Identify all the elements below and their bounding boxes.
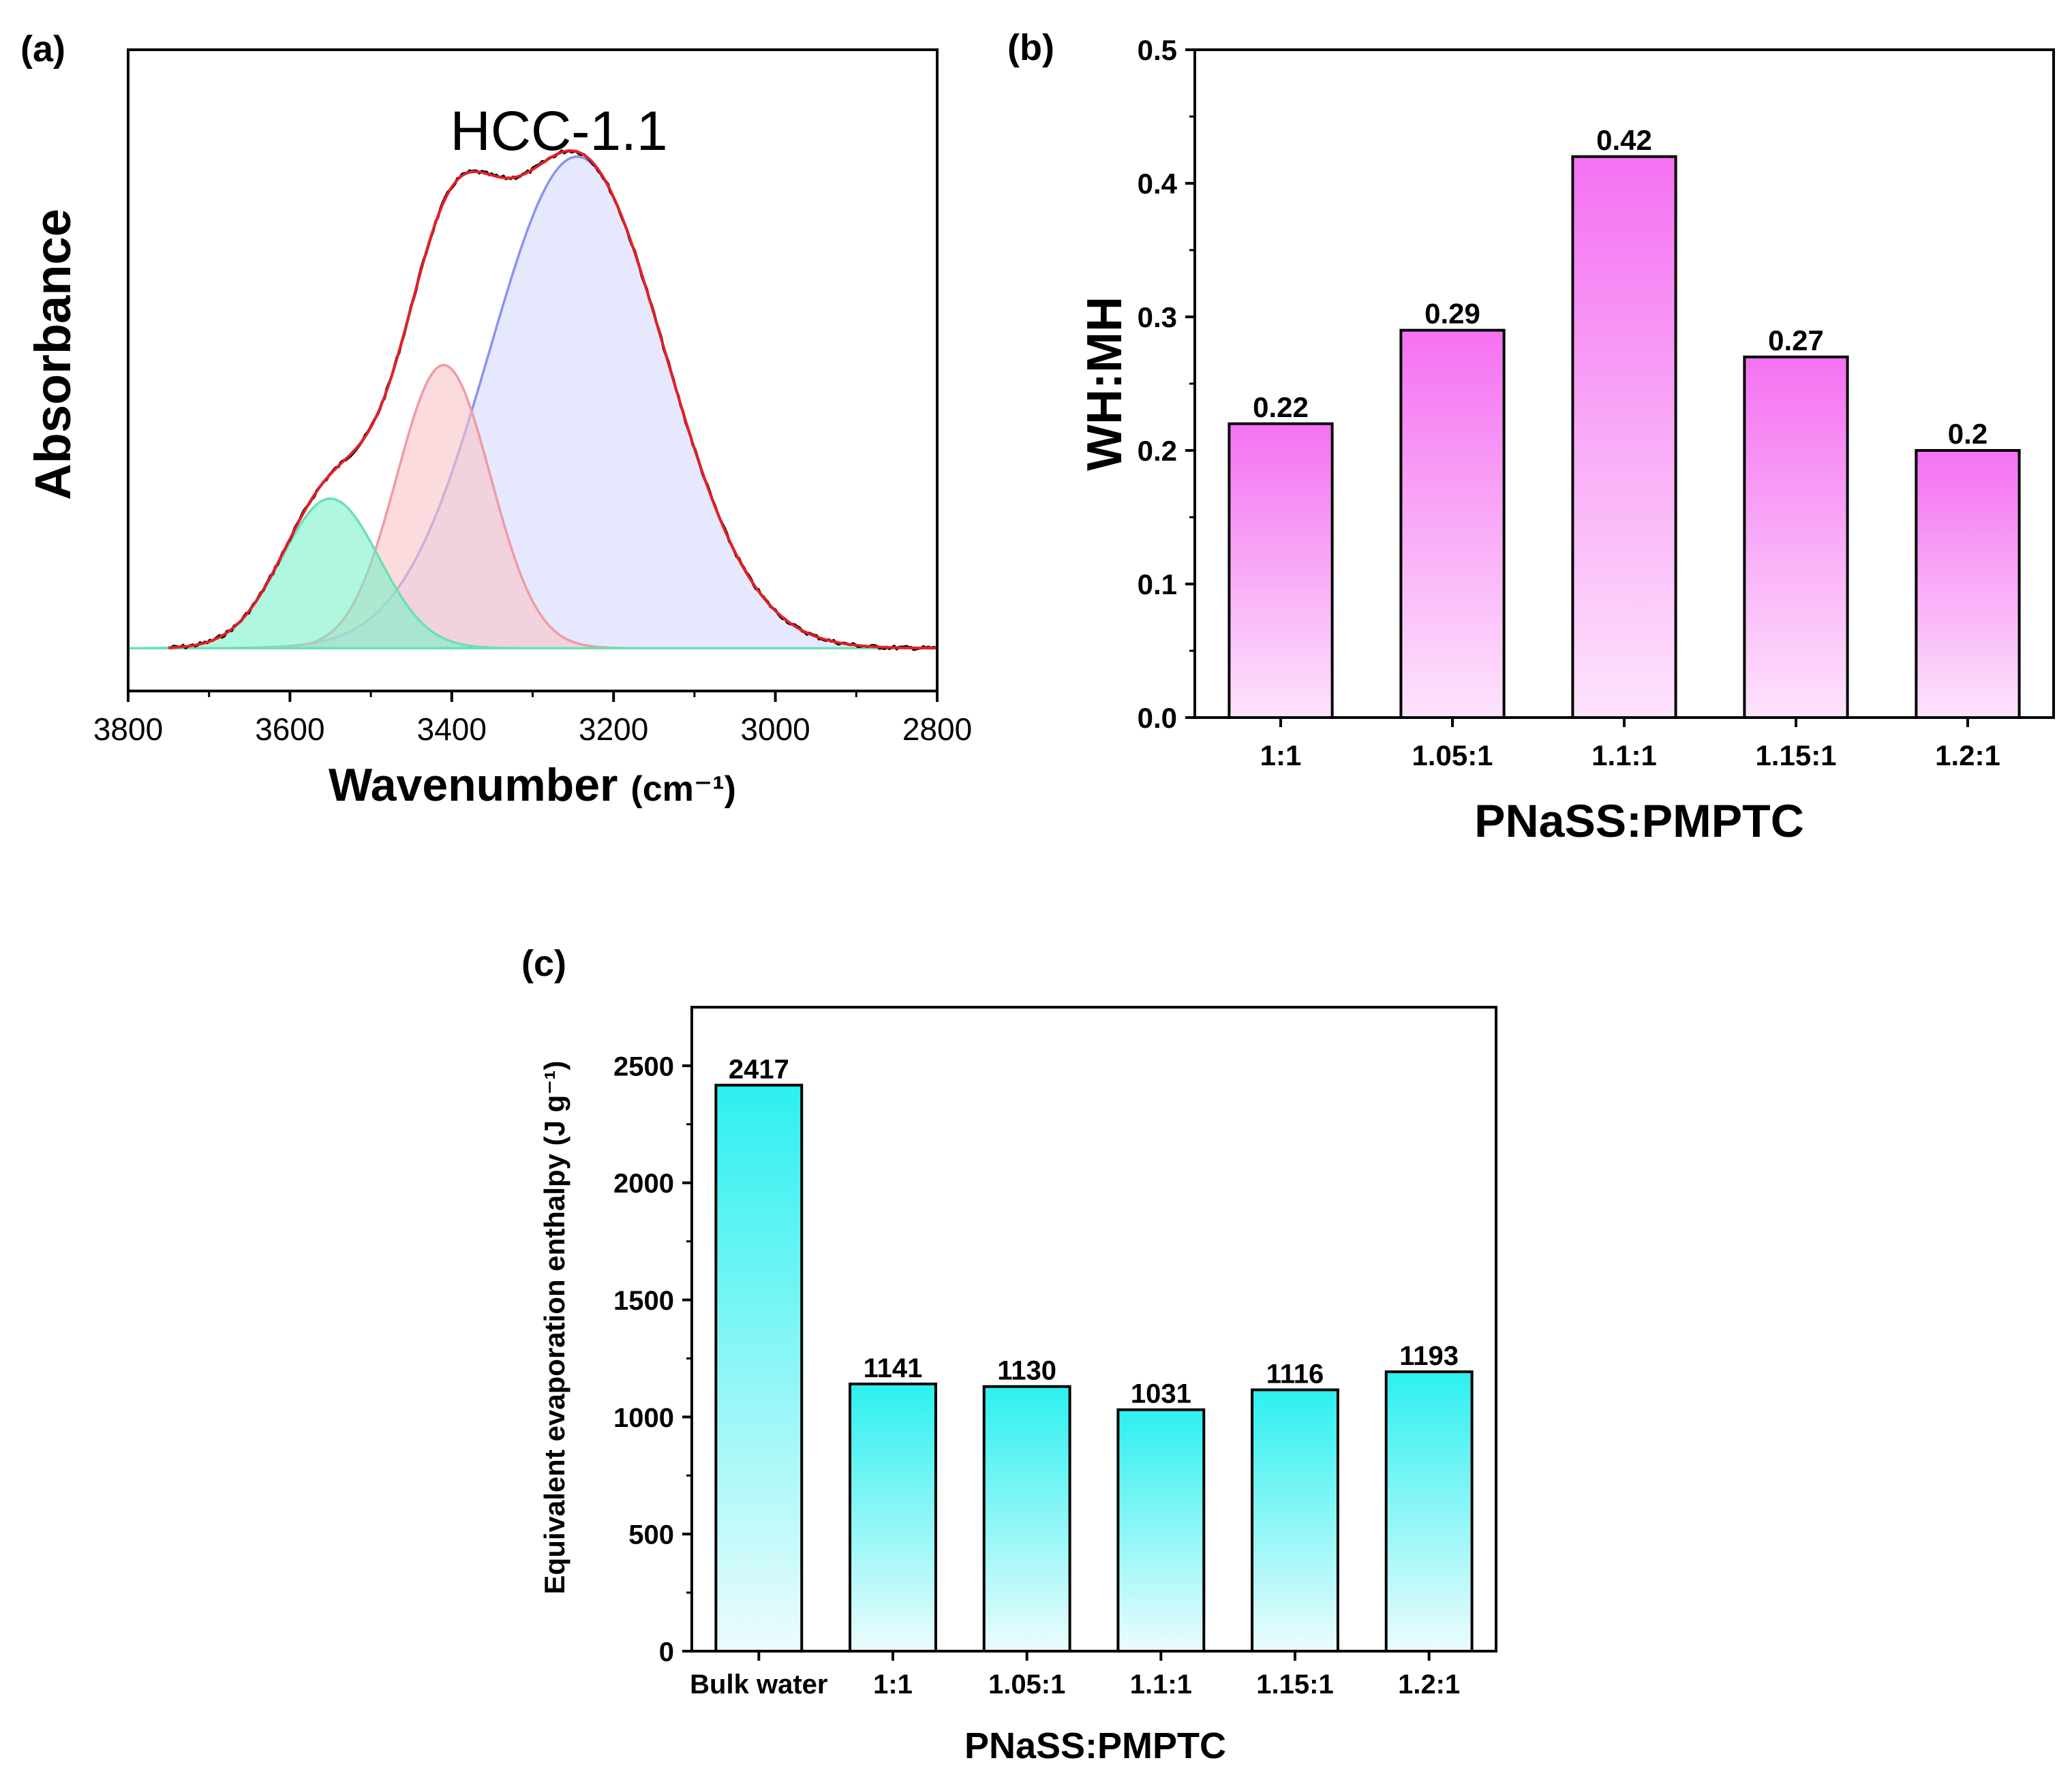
panel-c-x-label: PNaSS:PMPTC: [964, 1725, 1226, 1766]
panel-c-data-label-1: 1141: [864, 1353, 923, 1383]
panel-b-x-label: PNaSS:PMPTC: [1474, 795, 1804, 847]
panel-c-data-label-5: 1193: [1399, 1341, 1459, 1371]
panel-b-bar-4: [1915, 449, 2021, 719]
panel-b-bar-1: [1399, 328, 1506, 720]
panel-b-y-tick-label-5: 0.5: [1138, 34, 1177, 66]
panel-c-category-label-2: 1.05:1: [988, 1670, 1065, 1700]
panel-b-category-label-2: 1.1:1: [1591, 739, 1657, 771]
panel-b-category-label-4: 1.2:1: [1935, 739, 2000, 771]
panel-a-y-label: Absorbance: [25, 209, 81, 500]
panel-c-data-label-2: 1130: [997, 1356, 1056, 1386]
panel-c-category-label-3: 1.1:1: [1130, 1670, 1192, 1700]
fit-spectrum-line: [168, 149, 936, 650]
panel-a-x-ticks: 3800 3600 3400 3200 3000 2800: [93, 691, 972, 747]
panel-c-bar-5: [1384, 1370, 1474, 1653]
panel-c-category-label-0: Bulk water: [690, 1670, 827, 1700]
x-tick-label-3600: 3600: [255, 711, 324, 747]
panel-c-bar-4: [1251, 1388, 1339, 1653]
panel-c-category-label-4: 1.15:1: [1256, 1670, 1333, 1700]
x-tick-label-2800: 2800: [902, 711, 972, 747]
panel-b-data-label-3: 0.27: [1768, 324, 1824, 356]
panel-b-y-tick-label-2: 0.2: [1138, 435, 1177, 467]
peak-fit-blue: [128, 155, 939, 650]
panel-b-category-label-3: 1.15:1: [1755, 739, 1836, 771]
panel-c-y-tick-label-3: 1500: [613, 1286, 674, 1316]
x-tick-label-3800: 3800: [93, 711, 163, 747]
panel-b-data-label-4: 0.2: [1948, 418, 1987, 450]
panel-b-y-tick-label-0: 0.0: [1138, 702, 1177, 734]
panel-c-data-label-0: 2417: [729, 1054, 789, 1084]
panel-c-bar-2: [982, 1385, 1071, 1653]
panel-c-y-tick-label-5: 2500: [613, 1051, 674, 1081]
panel-a-x-unit: (cm⁻¹): [630, 769, 736, 809]
panel-c-y-tick-label-1: 500: [628, 1520, 674, 1550]
panel-b-category-label-0: 1:1: [1260, 739, 1302, 771]
x-tick-label-3000: 3000: [740, 711, 810, 747]
panel-c-axis-ticks: Bulk water 1:1 1.05:1 1.1:1 1.15:1 1.2:1 0 500 1…: [613, 1051, 1460, 1700]
panel-a: (a) HCC-1.1 3800 3600 3400 3200 3000 2800 Abs…: [20, 29, 972, 811]
panel-c-bar-0: [714, 1084, 804, 1653]
panel-b-y-tick-label-1: 0.1: [1138, 568, 1177, 600]
panel-c-data-label-3: 1031: [1131, 1379, 1191, 1409]
panel-c-category-label-5: 1.2:1: [1398, 1670, 1460, 1700]
panel-c-frame: [690, 1006, 1497, 1653]
panel-b: (b) 0.22 0.29 0.42 0.27 0.2 1:1 1.05:1 1.1:1 1.…: [1007, 27, 2055, 847]
panel-c-bar-1: [849, 1382, 937, 1653]
panel-b-y-tick-label-3: 0.3: [1138, 301, 1177, 333]
panel-c-data-label-4: 1116: [1266, 1359, 1324, 1389]
x-tick-label-3400: 3400: [417, 711, 487, 747]
panel-c-bars: 2417 1141 1130 1031 1116 1193: [714, 1054, 1474, 1653]
panel-b-y-label: WH:MH: [1078, 296, 1132, 471]
panel-b-label: (b): [1007, 27, 1054, 68]
panel-b-bar-3: [1743, 355, 1849, 719]
panel-c-y-unit: (J g⁻¹): [538, 1061, 570, 1146]
panel-c-y-tick-label-2: 1000: [613, 1403, 674, 1433]
panel-b-y-tick-label-4: 0.4: [1138, 168, 1178, 200]
panel-b-data-label-1: 0.29: [1424, 298, 1480, 330]
panel-c-y-tick-label-4: 2000: [613, 1169, 674, 1199]
panel-b-data-label-0: 0.22: [1253, 391, 1309, 423]
panel-c-y-label: Equivalent evaporation enthalpy (J g⁻¹): [538, 1061, 570, 1595]
panel-a-x-label: Wavenumber (cm⁻¹): [329, 759, 736, 811]
panel-b-bar-0: [1228, 422, 1334, 719]
x-tick-label-3200: 3200: [579, 711, 648, 747]
panel-b-category-label-1: 1.05:1: [1412, 739, 1493, 771]
panel-c: (c) 2417 1141 1130 1031 1116 1193 Bulk water 1…: [521, 943, 1497, 1766]
panel-a-x-label-text: Wavenumber: [329, 759, 618, 811]
panel-c-label: (c): [521, 943, 566, 984]
panel-c-bar-3: [1116, 1408, 1206, 1653]
panel-a-plot-area: [127, 149, 939, 651]
panel-b-bar-2: [1571, 155, 1677, 720]
panel-b-axis-ticks: 1:1 1.05:1 1.1:1 1.15:1 1.2:1 0.0 0.1 0.2 0.3 0.4…: [1138, 34, 2000, 771]
panel-b-bars: 0.22 0.29 0.42 0.27 0.2: [1228, 124, 2021, 720]
panel-c-y-label-text: Equivalent evaporation enthalpy: [538, 1153, 570, 1594]
panel-c-y-tick-label-0: 0: [659, 1637, 674, 1667]
panel-b-data-label-2: 0.42: [1596, 124, 1652, 156]
panel-c-category-label-1: 1:1: [873, 1670, 913, 1700]
panel-a-label: (a): [20, 29, 65, 70]
